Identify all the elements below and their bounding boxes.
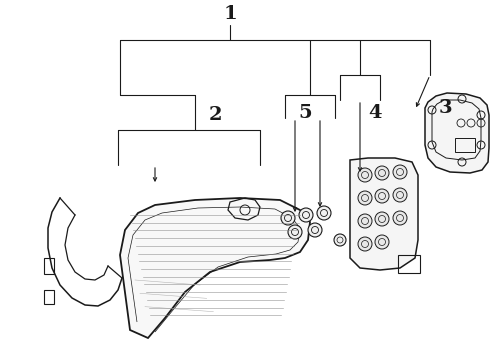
- Text: 2: 2: [208, 106, 222, 124]
- Text: 5: 5: [298, 104, 312, 122]
- Circle shape: [358, 191, 372, 205]
- Bar: [455, 138, 475, 152]
- Polygon shape: [425, 93, 489, 173]
- Text: 3: 3: [438, 99, 452, 117]
- Circle shape: [393, 211, 407, 225]
- Circle shape: [375, 212, 389, 226]
- Circle shape: [358, 214, 372, 228]
- Circle shape: [375, 189, 389, 203]
- Circle shape: [334, 234, 346, 246]
- Circle shape: [299, 208, 313, 222]
- Polygon shape: [350, 158, 418, 270]
- Circle shape: [288, 225, 302, 239]
- Circle shape: [317, 206, 331, 220]
- Circle shape: [358, 168, 372, 182]
- Polygon shape: [120, 198, 310, 338]
- Text: 1: 1: [223, 5, 237, 23]
- Circle shape: [393, 188, 407, 202]
- Circle shape: [393, 165, 407, 179]
- Circle shape: [308, 223, 322, 237]
- Text: 4: 4: [368, 104, 382, 122]
- Circle shape: [375, 166, 389, 180]
- Bar: [44, 290, 54, 304]
- Bar: [44, 258, 54, 274]
- Circle shape: [375, 235, 389, 249]
- Circle shape: [281, 211, 295, 225]
- Circle shape: [358, 237, 372, 251]
- Bar: [398, 255, 420, 273]
